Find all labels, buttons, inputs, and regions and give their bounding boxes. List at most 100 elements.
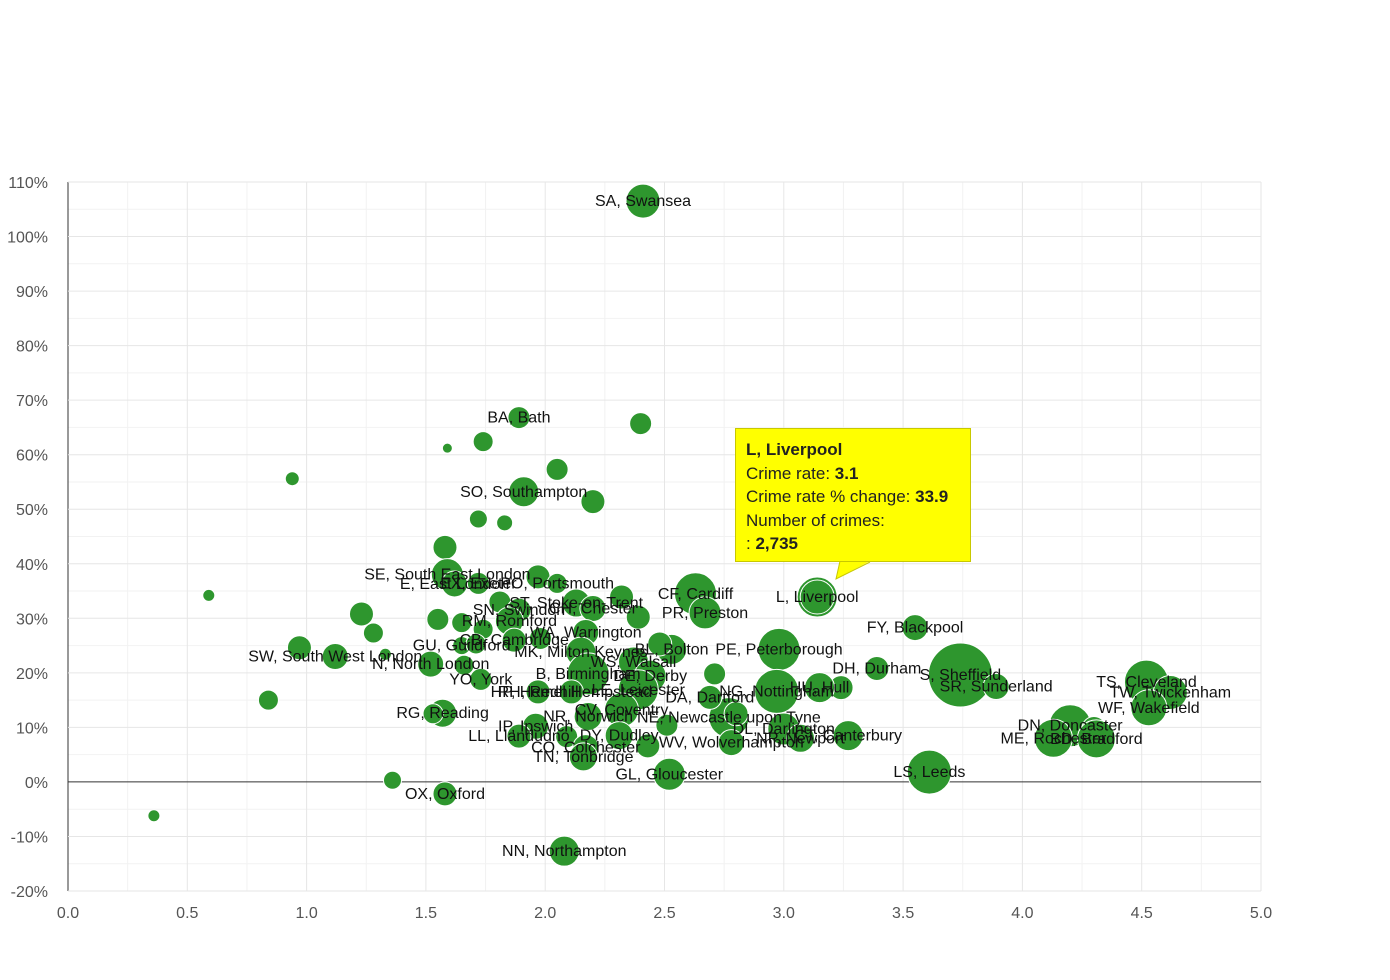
- bubble[interactable]: [754, 668, 800, 714]
- bubble[interactable]: [832, 720, 864, 752]
- bubble[interactable]: [451, 612, 473, 634]
- bubble-label: RH, Redhill: [498, 684, 579, 701]
- bubble[interactable]: [378, 647, 392, 661]
- tooltip: L, Liverpool Crime rate: 3.1 Crime rate …: [735, 428, 971, 562]
- bubble[interactable]: [1076, 719, 1116, 759]
- bubble[interactable]: [417, 650, 445, 678]
- bubble-label: DE, Derby: [613, 668, 687, 685]
- bubble[interactable]: [525, 679, 551, 705]
- bubble[interactable]: [1130, 689, 1168, 727]
- bubble[interactable]: [453, 654, 475, 676]
- bubble-label: L, Liverpool: [776, 589, 859, 606]
- bubble-label: EX, Exeter: [440, 575, 517, 592]
- bubble-label: IP, Ipswich: [498, 718, 573, 735]
- bubble[interactable]: [362, 622, 384, 644]
- bubble[interactable]: [528, 626, 552, 650]
- x-tick-label: 0.0: [57, 905, 79, 922]
- bubble[interactable]: [508, 476, 540, 508]
- bubble[interactable]: [465, 633, 487, 655]
- bubble-label: RM, Romford: [462, 613, 557, 630]
- bubble[interactable]: [625, 183, 661, 219]
- bubble-label: NN, Northampton: [502, 843, 627, 860]
- bubble-label: BL, Bolton: [635, 641, 709, 658]
- y-tick-label: 100%: [7, 230, 48, 247]
- bubble-label: PR, Preston: [662, 605, 748, 622]
- bubble-label: GU, Guildford: [413, 638, 511, 655]
- bubble[interactable]: [655, 713, 679, 737]
- bubble[interactable]: [629, 412, 653, 436]
- bubble[interactable]: [688, 596, 722, 630]
- bubble[interactable]: [468, 509, 488, 529]
- bubble[interactable]: [796, 576, 838, 618]
- bubble[interactable]: [558, 679, 584, 705]
- bubble-label: LE, Leicester: [592, 682, 686, 699]
- bubble-label: WV, Wolverhampton: [659, 735, 804, 752]
- bubble[interactable]: [625, 604, 651, 630]
- bubble-label: PE, Peterborough: [715, 641, 842, 658]
- bubble-label: TN, Tonbridge: [533, 749, 633, 766]
- y-tick-label: -20%: [11, 884, 48, 901]
- bubble[interactable]: [441, 442, 453, 454]
- bubble[interactable]: [568, 742, 598, 772]
- bubble[interactable]: [432, 534, 458, 560]
- bubble[interactable]: [286, 635, 312, 661]
- bubble[interactable]: [147, 809, 161, 823]
- bubble[interactable]: [469, 667, 493, 691]
- bubble[interactable]: [652, 757, 686, 791]
- bubble[interactable]: [466, 571, 490, 595]
- bubble-label: HU, Hull: [790, 680, 850, 697]
- bubble[interactable]: [703, 662, 727, 686]
- bubble[interactable]: [906, 749, 952, 795]
- bubble[interactable]: [717, 729, 745, 757]
- bubble[interactable]: [804, 672, 836, 704]
- tooltip-count: : 2,735: [746, 534, 798, 553]
- bubble[interactable]: [786, 723, 816, 753]
- bubble[interactable]: [697, 684, 723, 710]
- bubble[interactable]: [426, 607, 450, 631]
- tooltip-pointer: [835, 561, 871, 580]
- bubble[interactable]: [864, 655, 890, 681]
- bubble[interactable]: [506, 723, 532, 749]
- y-tick-label: 90%: [16, 284, 48, 301]
- bubble-label: NR, Norwich: [543, 708, 633, 725]
- bubble[interactable]: [609, 584, 635, 610]
- bubble[interactable]: [422, 703, 444, 725]
- bubble[interactable]: [548, 835, 580, 867]
- bubble[interactable]: [555, 725, 579, 749]
- bubble[interactable]: [202, 588, 216, 602]
- bubble[interactable]: [901, 614, 929, 642]
- x-tick-label: 1.0: [295, 905, 317, 922]
- y-tick-label: 30%: [16, 611, 48, 628]
- bubble-label: CB, Cambridge: [459, 632, 568, 649]
- bubble[interactable]: [507, 406, 531, 430]
- bubble-label: HP, Hemel Hempstead: [491, 684, 653, 701]
- bubble[interactable]: [1033, 718, 1073, 758]
- bubble[interactable]: [472, 431, 494, 453]
- bubble-label: DA, Dartford: [665, 689, 754, 706]
- bubble[interactable]: [573, 701, 603, 731]
- bubble-label: FY, Blackpool: [867, 620, 964, 637]
- tooltip-title: L, Liverpool: [746, 440, 843, 459]
- bubble[interactable]: [546, 572, 568, 594]
- bubble[interactable]: [382, 770, 402, 790]
- bubble[interactable]: [321, 642, 349, 670]
- x-tick-label: 1.5: [415, 905, 437, 922]
- bubble[interactable]: [647, 631, 673, 657]
- bubble[interactable]: [604, 721, 634, 751]
- bubble[interactable]: [432, 781, 458, 807]
- bubble[interactable]: [723, 701, 749, 727]
- bubble[interactable]: [501, 627, 527, 653]
- bubble[interactable]: [580, 489, 606, 515]
- bubble[interactable]: [284, 471, 300, 487]
- bubble-label: B, Birmingham: [536, 666, 641, 683]
- bubble[interactable]: [257, 689, 279, 711]
- bubble[interactable]: [982, 672, 1010, 700]
- bubble[interactable]: [635, 733, 661, 759]
- bubble[interactable]: [348, 601, 374, 627]
- bubble[interactable]: [496, 514, 514, 532]
- y-tick-label: 70%: [16, 393, 48, 410]
- bubble-label: WS, Walsall: [591, 654, 677, 671]
- bubble[interactable]: [545, 457, 569, 481]
- bubble-label: TS, Cleveland: [1096, 674, 1197, 691]
